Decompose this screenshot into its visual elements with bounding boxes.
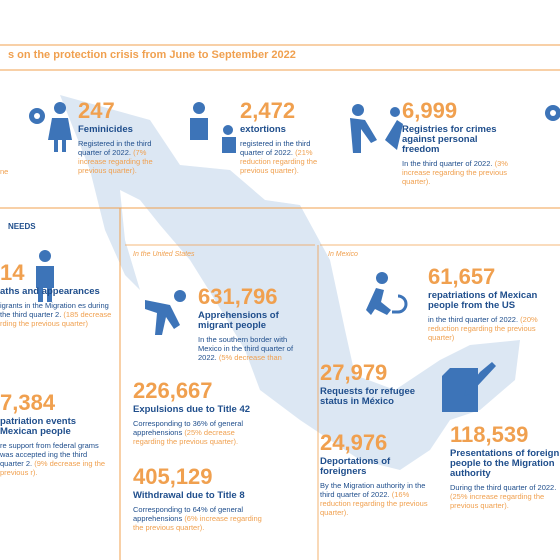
detail-text: re support from federal grams was accept…: [0, 441, 99, 468]
stat-number: 631,796: [198, 284, 278, 309]
stat-block: 247 Feminicides Registered in the third qu…: [78, 98, 158, 176]
stat-block: 226,667 Expulsions due to Title 42 Corresp…: [133, 378, 268, 447]
section-title: In the United States: [133, 251, 195, 258]
stat-detail: During the third quarter of 2022. (25% i…: [450, 483, 560, 510]
stat-detail: in the third quarter of 2022. (20% reduc…: [428, 315, 553, 342]
stat-block: 27,979 Requests for refugee status in Méx…: [320, 362, 430, 407]
detail-text: In the third quarter of 2022.: [402, 159, 493, 168]
stat-detail: In the southern border with Mexico in th…: [198, 335, 310, 362]
stat-number: 118,539: [450, 422, 529, 447]
change-text: (16% reduction regarding the previous qu…: [320, 490, 428, 517]
stat-detail: re support from federal grams was accept…: [0, 441, 112, 477]
stat-label: repatriations of Mexican people from the…: [428, 290, 538, 311]
stat-number: 61,657: [428, 264, 496, 289]
change-text: (3% increase regarding the previous quar…: [402, 159, 508, 186]
change-text: (25% decrease regarding the previous qua…: [133, 428, 239, 446]
stat-block: 6,999 Registries for crimes against perso…: [402, 98, 512, 187]
fragment: ne: [0, 167, 9, 176]
stat-block: 61,657 repatriations of Mexican people fr…: [428, 264, 553, 343]
detail-text: Registered in the third quarter of 2022.: [78, 139, 152, 157]
icons: [29, 102, 560, 412]
stat-block: 631,796 Apprehensions of migrant people In…: [198, 284, 310, 363]
change-text: (7% increase regarding the previous quar…: [78, 148, 153, 175]
icon-marks: [34, 110, 556, 119]
detail-text: Corresponding to 36% of general apprehen…: [133, 419, 244, 437]
stat-number: 14: [0, 260, 25, 285]
stat-label: Requests for refugee status in México: [320, 386, 416, 407]
stat-detail: igrants in the Migration es during the t…: [0, 301, 112, 328]
stat-block: 118,539 Presentations of foreign people t…: [450, 422, 560, 511]
stat-label: Expulsions due to Title 42: [133, 404, 251, 415]
stat-label: aths and appearances: [0, 286, 100, 297]
change-text: (185 decrease rding the previous quarter…: [0, 310, 112, 328]
detail-text: Corresponding to 64% of general apprehen…: [133, 505, 244, 523]
stat-block: 24,976 Deportations of foreigners By the M…: [320, 430, 430, 518]
stat-detail: Corresponding to 64% of general apprehen…: [133, 505, 268, 532]
stat-number: 226,667: [133, 378, 213, 403]
stat-label: Withdrawal due to Title 8: [133, 490, 245, 501]
stat-block: 14 aths and appearances igrants in the Mig…: [0, 260, 112, 329]
section-title: NEEDS: [8, 222, 36, 231]
change-text: (25% increase regarding the previous qua…: [450, 492, 545, 510]
section-title: In Mexico: [328, 251, 358, 258]
stat-number: 7,384: [0, 390, 56, 415]
stat-block: 405,129 Withdrawal due to Title 8 Correspo…: [133, 464, 268, 533]
stat-number: 247: [78, 98, 115, 123]
stat-label: Apprehensions of migrant people: [198, 310, 279, 331]
stat-detail: registered in the third quarter of 2022.…: [240, 139, 335, 175]
stat-detail: In the third quarter of 2022. (3% increa…: [402, 159, 512, 186]
change-text: (20% reduction regarding the previous qu…: [428, 315, 538, 342]
stat-label: Feminicides: [78, 124, 133, 135]
stat-number: 27,979: [320, 360, 388, 385]
stat-number: 6,999: [402, 98, 458, 123]
detail-text: In the southern border with Mexico in th…: [198, 335, 294, 362]
detail-text: in the third quarter of 2022.: [428, 315, 519, 324]
stat-label: extortions: [240, 124, 286, 135]
stat-number: 24,976: [320, 430, 388, 455]
stat-block: 7,384 patriation events Mexican people re …: [0, 390, 112, 478]
stat-label: Deportations of foreigners: [320, 456, 391, 477]
detail-text: registered in the third quarter of 2022.: [240, 139, 311, 157]
change-text: (6% increase regarding the previous quar…: [133, 514, 262, 532]
change-text: (21% reduction regarding the previous qu…: [240, 148, 318, 175]
stat-number: 405,129: [133, 464, 213, 489]
change-text: (5% decrease than: [218, 353, 282, 362]
stat-label: Registries for crimes against personal f…: [402, 124, 497, 155]
stat-detail: By the Migration authority in the third …: [320, 481, 430, 517]
detail-text: igrants in the Migration es during the t…: [0, 301, 109, 319]
stat-detail: Corresponding to 36% of general apprehen…: [133, 419, 268, 446]
stat-label: Presentations of foreign people to the M…: [450, 448, 560, 479]
detail-text: By the Migration authority in the third …: [320, 481, 426, 499]
stat-label: patriation events Mexican people: [0, 416, 77, 437]
title: s on the protection crisis from June to …: [8, 49, 296, 61]
stat-detail: Registered in the third quarter of 2022.…: [78, 139, 158, 175]
change-text: (9% decrease ing the previous r).: [0, 459, 106, 477]
map: [60, 95, 520, 470]
stat-block: 2,472 extortions registered in the third q…: [240, 98, 335, 176]
detail-text: During the third quarter of 2022.: [450, 483, 557, 492]
stat-number: 2,472: [240, 98, 296, 123]
